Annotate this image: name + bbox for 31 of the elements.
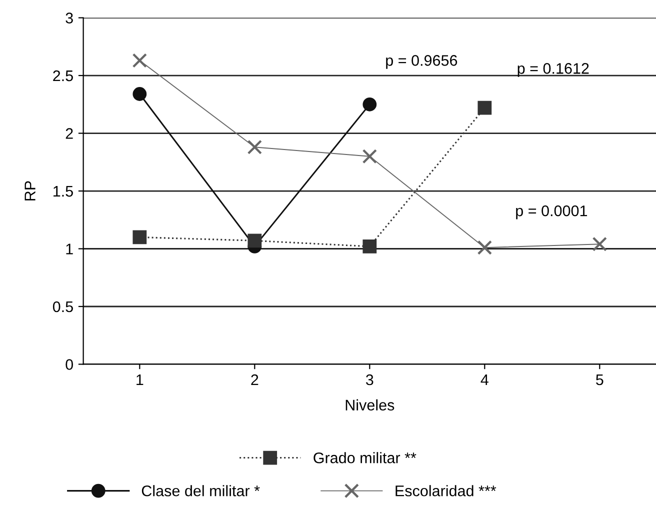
point: [132, 87, 147, 101]
x-tick-label: 3: [366, 374, 374, 386]
y-tick-label: 0.5: [52, 301, 73, 312]
y-tick-label: 3: [66, 12, 73, 24]
point: [132, 230, 147, 244]
point: [248, 234, 262, 248]
y-axis-title: RP: [24, 181, 36, 200]
x-axis-title: Niveles: [346, 399, 394, 411]
x-tick-label: 1: [136, 374, 144, 386]
annotation: p = 0.0001: [516, 205, 588, 220]
point: [247, 140, 262, 154]
point: [592, 236, 608, 252]
legend-label: Escolaridad ***: [396, 485, 496, 496]
point: [362, 97, 377, 112]
y-tick-label: 2: [66, 128, 73, 139]
y-tick-label: 1.5: [54, 186, 73, 197]
point: [132, 53, 148, 68]
legend-label: Clase del militar *: [142, 485, 260, 496]
annotation: p = 0.9656: [386, 55, 458, 69]
x-tick-label: 2: [251, 374, 258, 386]
y-tick-label: 0: [66, 359, 73, 370]
point: [477, 240, 492, 255]
x-tick-label: 5: [596, 374, 604, 386]
legend-label: Grado militar **: [314, 452, 416, 464]
annotation: p = 0.1612: [518, 63, 589, 77]
point: [362, 239, 377, 254]
y-tick-label: 2.5: [53, 70, 73, 82]
point: [478, 100, 492, 115]
point: [362, 149, 378, 164]
x-tick-label: 4: [480, 374, 488, 386]
y-tick-label: 1: [66, 244, 73, 254]
